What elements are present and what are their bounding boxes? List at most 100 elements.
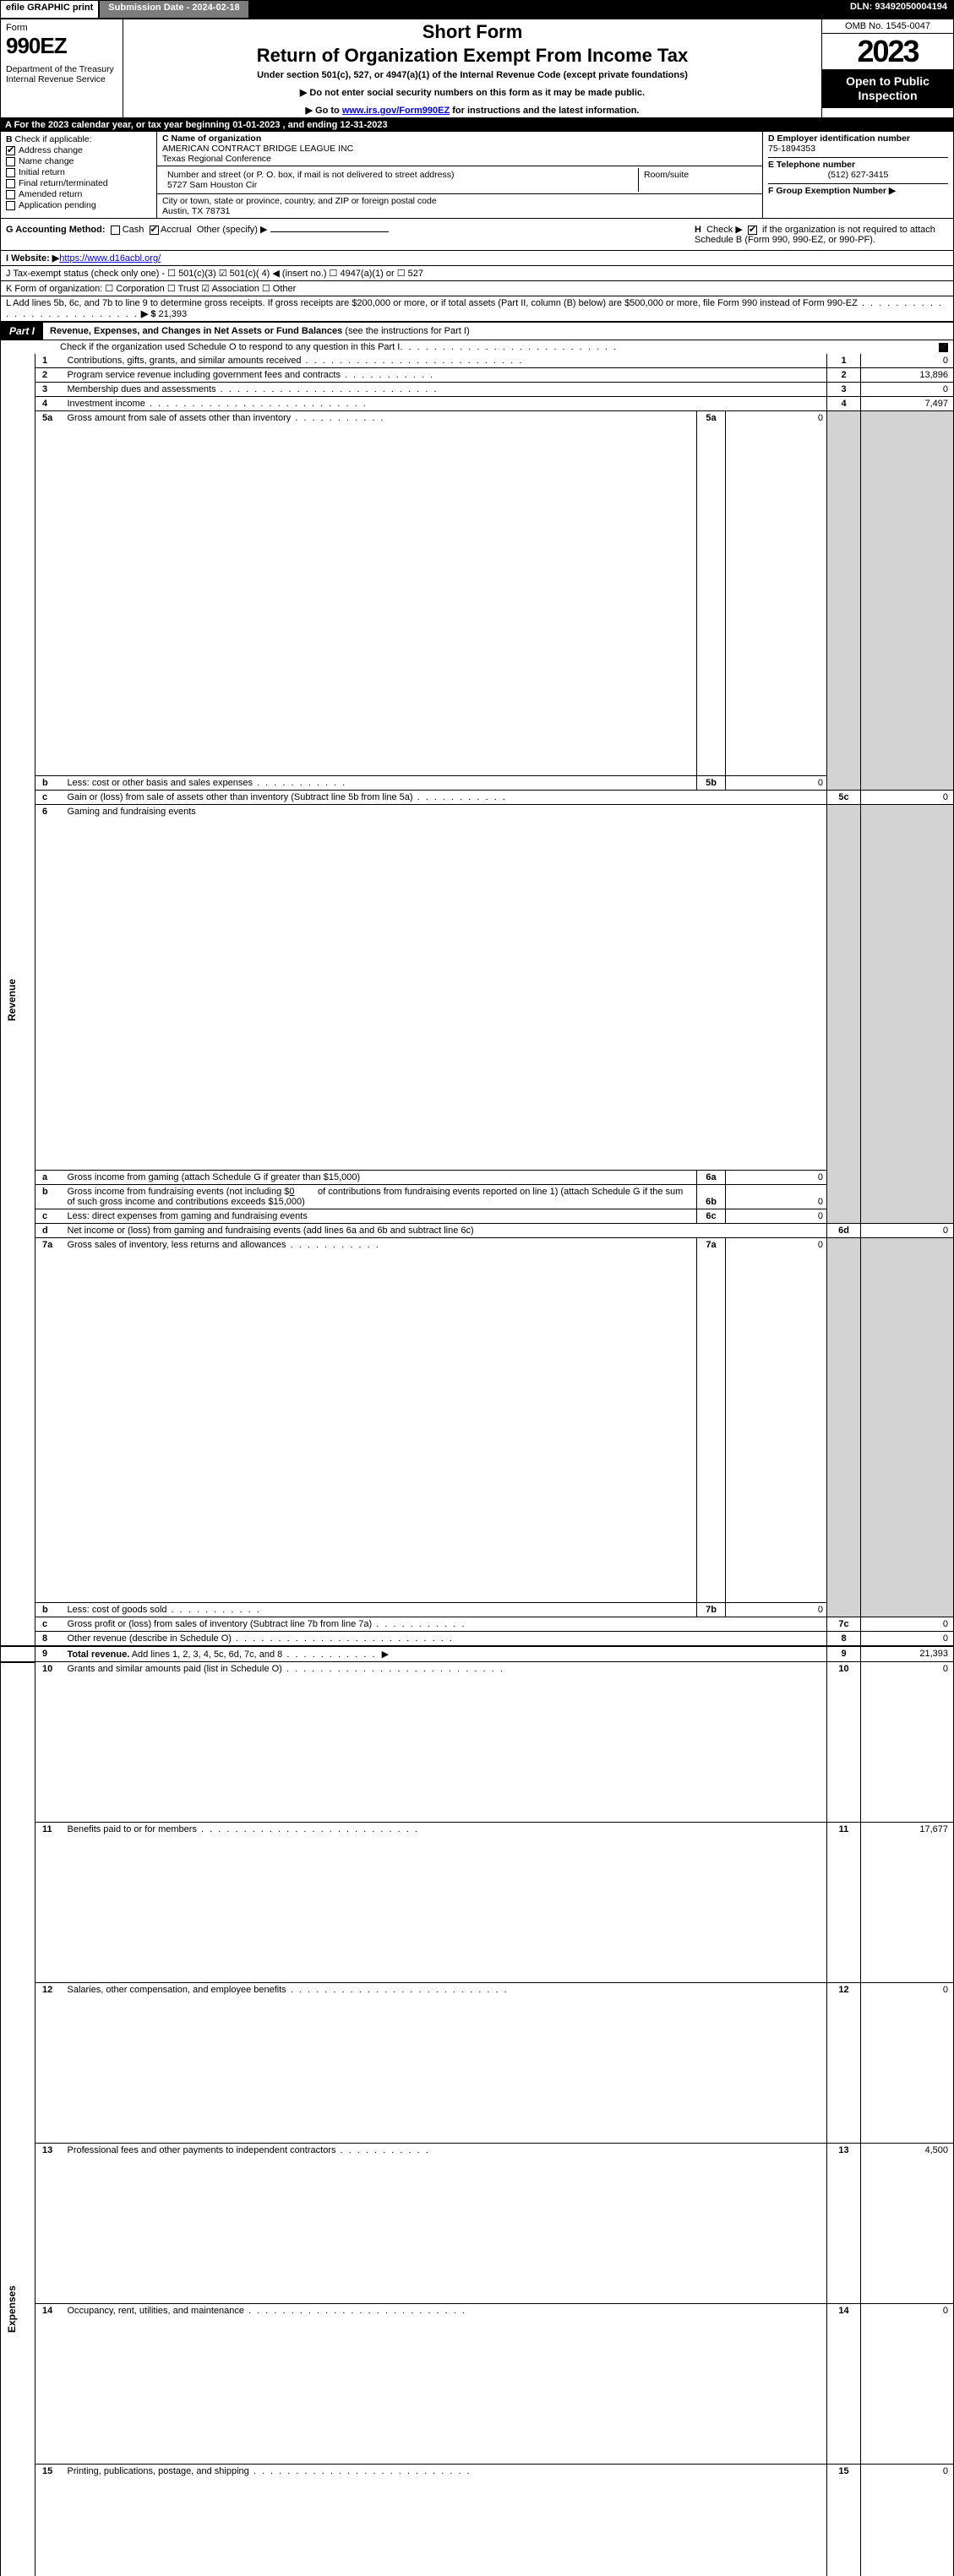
- open-to-public-badge: Open to Public Inspection: [822, 69, 953, 108]
- line-7b-subln: 7b: [697, 1603, 726, 1617]
- line-10-num: 10: [35, 1662, 64, 1823]
- line-5c-val: 0: [861, 791, 954, 805]
- application-pending-row: Application pending: [6, 200, 151, 210]
- schedule-o-check-row: Check if the organization used Schedule …: [0, 340, 954, 354]
- line-6a-subval: 0: [726, 1170, 827, 1184]
- checkbox-application-pending[interactable]: [6, 201, 15, 210]
- line-6b-amount: 0: [289, 1187, 294, 1197]
- part-1-paren: (see the instructions for Part I): [345, 326, 469, 336]
- omb-number: OMB No. 1545-0047: [822, 19, 953, 34]
- accrual-label: Accrual: [161, 225, 192, 235]
- form-title: Return of Organization Exempt From Incom…: [130, 45, 815, 67]
- line-6d-desc: Net income or (loss) from gaming and fun…: [64, 1223, 827, 1237]
- other-specify-input[interactable]: [270, 231, 389, 232]
- revenue-sidelabel: Revenue: [1, 354, 35, 1646]
- line-4-num: 4: [35, 397, 64, 411]
- line-8-val: 0: [861, 1632, 954, 1647]
- group-exemption-label: F Group Exemption Number ▶: [768, 186, 948, 196]
- city-label: City or town, state or province, country…: [162, 196, 757, 206]
- irs-link[interactable]: www.irs.gov/Form990EZ: [342, 106, 450, 116]
- line-6-desc: Gaming and fundraising events: [64, 805, 827, 1170]
- line-5a-subval: 0: [726, 411, 827, 776]
- accounting-method-label: G Accounting Method:: [6, 225, 106, 235]
- line-15-numcol: 15: [827, 2464, 861, 2576]
- line-6b-subln: 6b: [697, 1184, 726, 1209]
- city-row: City or town, state or province, country…: [157, 194, 762, 218]
- org-name-2: Texas Regional Conference: [162, 154, 757, 164]
- line-6b: b Gross income from fundraising events (…: [1, 1184, 954, 1209]
- line-8-desc: Other revenue (describe in Schedule O): [64, 1632, 827, 1647]
- line-6b-desc: Gross income from fundraising events (no…: [64, 1184, 697, 1209]
- department-label: Department of the Treasury Internal Reve…: [6, 64, 117, 84]
- line-7a: 7a Gross sales of inventory, less return…: [1, 1237, 954, 1602]
- line-7c-desc: Gross profit or (loss) from sales of inv…: [64, 1617, 827, 1632]
- row-l-amount: 21,393: [159, 309, 188, 319]
- checkbox-initial-return[interactable]: [6, 168, 15, 177]
- line-6-num: 6: [35, 805, 64, 1170]
- line-5c-num: c: [35, 791, 64, 805]
- efile-print-label[interactable]: efile GRAPHIC print: [0, 0, 99, 19]
- line-6a-desc: Gross income from gaming (attach Schedul…: [64, 1170, 697, 1184]
- goto-suffix: for instructions and the latest informat…: [450, 106, 639, 116]
- column-b: B Check if applicable: Address change Na…: [1, 132, 157, 218]
- checkbox-amended-return[interactable]: [6, 190, 15, 199]
- under-section-label: Under section 501(c), 527, or 4947(a)(1)…: [130, 70, 815, 80]
- line-3-val: 0: [861, 383, 954, 397]
- checkbox-final-return[interactable]: [6, 179, 15, 188]
- line-12: 12 Salaries, other compensation, and emp…: [1, 1982, 954, 2143]
- checkbox-accrual[interactable]: [150, 226, 159, 235]
- line-5c-numcol: 5c: [827, 791, 861, 805]
- form-title-block: Short Form Return of Organization Exempt…: [123, 19, 822, 117]
- line-3-num: 3: [35, 383, 64, 397]
- checkbox-schedule-b-not-required[interactable]: [748, 226, 757, 235]
- row-g: G Accounting Method: Cash Accrual Other …: [6, 224, 686, 245]
- row-l-text: L Add lines 5b, 6c, and 7b to line 9 to …: [6, 298, 858, 308]
- line-15-num: 15: [35, 2464, 64, 2576]
- line-14-desc: Occupancy, rent, utilities, and maintena…: [64, 2303, 827, 2464]
- line-6c-subln: 6c: [697, 1209, 726, 1223]
- line-6c-subval: 0: [726, 1209, 827, 1223]
- org-name-row: C Name of organization AMERICAN CONTRACT…: [157, 132, 762, 166]
- row-k-org-form: K Form of organization: ☐ Corporation ☐ …: [0, 281, 954, 296]
- website-link[interactable]: https://www.d16acbl.org/: [59, 253, 161, 264]
- info-block: B Check if applicable: Address change Na…: [0, 132, 954, 219]
- row-a-tax-year: A For the 2023 calendar year, or tax yea…: [0, 118, 954, 132]
- line-14-num: 14: [35, 2303, 64, 2464]
- line-9-val: 21,393: [861, 1646, 954, 1662]
- amended-return-row: Amended return: [6, 189, 151, 199]
- line-2-numcol: 2: [827, 368, 861, 383]
- line-7b: b Less: cost of goods sold 7b 0: [1, 1603, 954, 1617]
- line-9-num: 9: [35, 1646, 64, 1662]
- line-11: 11 Benefits paid to or for members 11 17…: [1, 1822, 954, 1982]
- line-5a-num: 5a: [35, 411, 64, 776]
- checkbox-address-change[interactable]: [6, 146, 15, 155]
- checkbox-cash[interactable]: [111, 226, 120, 235]
- line-7b-subval: 0: [726, 1603, 827, 1617]
- initial-return-row: Initial return: [6, 167, 151, 177]
- line-7c: c Gross profit or (loss) from sales of i…: [1, 1617, 954, 1632]
- line-4-desc: Investment income: [64, 397, 827, 411]
- line-13-desc: Professional fees and other payments to …: [64, 2143, 827, 2303]
- application-pending-label: Application pending: [19, 200, 96, 210]
- short-form-label: Short Form: [130, 21, 815, 43]
- telephone-value: (512) 627-3415: [768, 170, 948, 180]
- line-12-numcol: 12: [827, 1982, 861, 2143]
- checkbox-name-change[interactable]: [6, 157, 15, 166]
- line-11-val: 17,677: [861, 1822, 954, 1982]
- line-9-side: [1, 1646, 35, 1662]
- line-13: 13 Professional fees and other payments …: [1, 2143, 954, 2303]
- line-6c-num: c: [35, 1209, 64, 1223]
- h-label: H: [695, 225, 701, 235]
- row-g-h: G Accounting Method: Cash Accrual Other …: [0, 219, 954, 251]
- city-value: Austin, TX 78731: [162, 206, 757, 216]
- dln-label: DLN: 93492050004194: [843, 0, 954, 19]
- checkbox-schedule-o[interactable]: ✔: [939, 343, 948, 352]
- cash-label: Cash: [123, 225, 144, 235]
- line-14: 14 Occupancy, rent, utilities, and maint…: [1, 2303, 954, 2464]
- line-7ab-greyval: [861, 1237, 954, 1617]
- ein-value: 75-1894353: [768, 144, 948, 154]
- line-5b-desc: Less: cost or other basis and sales expe…: [64, 776, 697, 791]
- row-l-gross-receipts: L Add lines 5b, 6c, and 7b to line 9 to …: [0, 296, 954, 322]
- street-label: Number and street (or P. O. box, if mail…: [167, 170, 633, 180]
- org-name-label: C Name of organization: [162, 133, 757, 144]
